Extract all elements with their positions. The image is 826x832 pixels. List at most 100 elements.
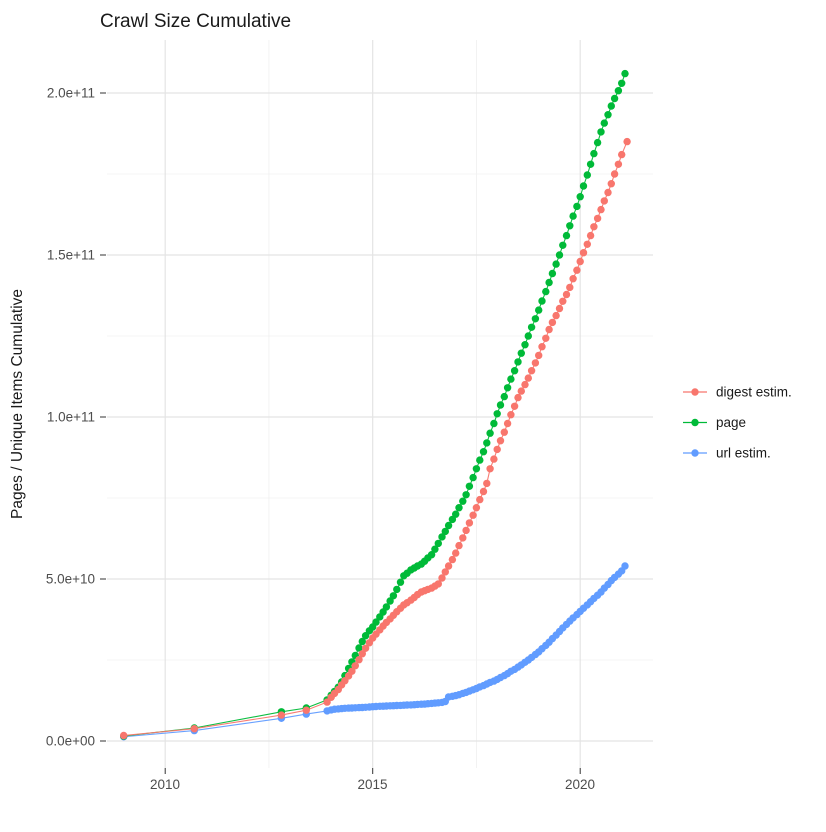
data-point-page bbox=[621, 69, 629, 78]
legend-label-digest-estim: digest estim. bbox=[716, 385, 792, 400]
data-point-digest-estim bbox=[576, 257, 584, 266]
data-point-url-estim bbox=[621, 562, 629, 570]
data-point-digest-estim bbox=[514, 393, 522, 402]
data-point-page bbox=[600, 119, 608, 127]
data-point-page bbox=[548, 269, 557, 278]
data-point-page bbox=[469, 473, 477, 482]
data-point-page bbox=[358, 637, 366, 646]
x-tick-label-2: 2020 bbox=[565, 777, 595, 792]
data-point-digest-estim bbox=[459, 534, 467, 542]
data-point-page bbox=[583, 171, 591, 179]
data-point-page bbox=[493, 410, 501, 418]
data-point-digest-estim bbox=[465, 519, 474, 527]
legend-label-page: page bbox=[716, 415, 746, 430]
y-tick-label-0: 0.0e+00 bbox=[46, 734, 95, 749]
legend-item-page: page bbox=[683, 415, 746, 430]
data-point-page bbox=[545, 278, 553, 287]
data-point-digest-estim bbox=[358, 650, 366, 658]
chart-title: Crawl Size Cumulative bbox=[100, 11, 291, 32]
data-point-page bbox=[434, 539, 442, 548]
data-point-digest-estim bbox=[562, 290, 571, 299]
legend-label-url-estim: url estim. bbox=[716, 446, 771, 461]
x-tick-label-1: 2015 bbox=[357, 777, 387, 792]
y-tick-label-4: 2.0e+11 bbox=[47, 86, 95, 101]
data-point-digest-estim bbox=[476, 495, 484, 504]
data-point-page bbox=[573, 202, 581, 211]
data-point-digest-estim bbox=[479, 487, 488, 496]
data-point-digest-estim bbox=[190, 725, 198, 733]
data-point-page bbox=[559, 241, 567, 249]
data-point-digest-estim bbox=[323, 698, 331, 706]
data-point-page bbox=[507, 375, 515, 383]
data-point-digest-estim bbox=[597, 205, 605, 214]
data-point-page bbox=[427, 551, 436, 559]
data-point-page bbox=[444, 521, 453, 530]
data-point-page bbox=[566, 222, 574, 230]
data-point-digest-estim bbox=[610, 170, 619, 178]
data-point-digest-estim bbox=[527, 367, 536, 375]
data-point-page bbox=[552, 260, 560, 268]
data-point-digest-estim bbox=[507, 411, 515, 419]
data-point-page bbox=[452, 510, 460, 518]
data-point-page bbox=[597, 128, 605, 136]
data-point-page bbox=[472, 465, 481, 473]
data-point-page bbox=[503, 384, 512, 392]
series-line-digest-estim bbox=[123, 141, 628, 737]
data-point-page bbox=[531, 315, 540, 323]
data-point-digest-estim bbox=[545, 325, 553, 334]
data-point-digest-estim bbox=[573, 266, 581, 274]
data-point-digest-estim bbox=[579, 249, 588, 257]
y-axis-title: Pages / Unique Items Cumulative bbox=[9, 289, 26, 519]
data-point-digest-estim bbox=[462, 526, 470, 535]
data-point-page bbox=[355, 644, 363, 652]
data-point-page bbox=[607, 102, 615, 110]
x-tick-label-0: 2010 bbox=[150, 777, 180, 792]
data-point-page bbox=[372, 618, 380, 626]
data-point-digest-estim bbox=[517, 387, 525, 395]
data-point-digest-estim bbox=[472, 504, 481, 512]
data-point-page bbox=[479, 448, 488, 456]
data-point-page bbox=[593, 138, 602, 147]
data-point-page bbox=[431, 545, 439, 553]
data-point-page bbox=[614, 87, 623, 95]
data-point-page bbox=[500, 392, 508, 401]
data-point-page bbox=[610, 94, 619, 103]
data-point-digest-estim bbox=[535, 351, 543, 360]
data-point-page bbox=[555, 251, 564, 259]
data-point-digest-estim bbox=[455, 541, 463, 550]
data-point-digest-estim bbox=[524, 374, 532, 382]
data-point-digest-estim bbox=[510, 402, 519, 410]
data-point-digest-estim bbox=[503, 419, 512, 428]
data-point-page bbox=[382, 603, 391, 611]
data-point-digest-estim bbox=[623, 137, 631, 146]
data-point-page bbox=[389, 592, 398, 600]
data-point-digest-estim bbox=[555, 304, 564, 313]
data-point-digest-estim bbox=[496, 437, 505, 445]
data-point-page bbox=[579, 182, 588, 190]
data-series bbox=[120, 69, 631, 741]
data-point-page bbox=[586, 160, 595, 168]
data-point-digest-estim bbox=[566, 283, 574, 292]
data-point-page bbox=[438, 533, 446, 541]
legend: digest estim. page url estim. bbox=[683, 385, 792, 461]
data-point-digest-estim bbox=[542, 334, 550, 342]
data-point-page bbox=[483, 439, 491, 447]
data-point-page bbox=[462, 491, 470, 499]
data-point-digest-estim bbox=[593, 214, 602, 223]
data-point-digest-estim bbox=[583, 240, 591, 248]
legend-key-point-url-icon bbox=[691, 449, 699, 457]
data-point-page bbox=[441, 527, 449, 536]
data-point-page bbox=[514, 358, 522, 366]
data-point-digest-estim bbox=[569, 275, 577, 283]
data-point-digest-estim bbox=[361, 644, 370, 652]
data-point-page bbox=[393, 585, 401, 594]
data-point-page bbox=[465, 482, 474, 490]
data-point-page bbox=[455, 504, 463, 512]
data-point-page bbox=[486, 429, 494, 437]
data-point-page bbox=[590, 149, 598, 158]
data-point-digest-estim bbox=[486, 465, 494, 473]
data-point-digest-estim bbox=[521, 380, 529, 389]
data-point-page bbox=[535, 306, 543, 314]
